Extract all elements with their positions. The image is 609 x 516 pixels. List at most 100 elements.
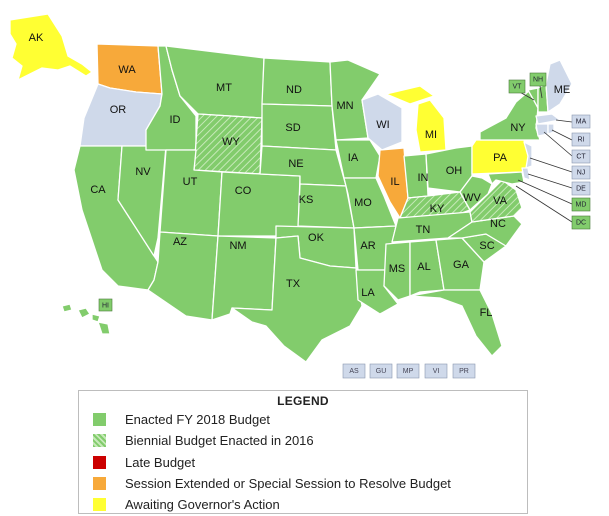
- state-box-NJ[interactable]: NJ: [571, 165, 591, 180]
- state-label-AK: AK: [29, 32, 44, 44]
- state-label-WA: WA: [118, 64, 136, 76]
- state-RI[interactable]: [547, 123, 555, 135]
- state-WI[interactable]: [361, 93, 403, 151]
- state-label-MN: MN: [336, 100, 353, 112]
- state-label-NV: NV: [135, 166, 151, 178]
- legend-label-extended: Session Extended or Special Session to R…: [125, 475, 451, 491]
- state-label-ND: ND: [286, 84, 302, 96]
- state-NJ[interactable]: [523, 141, 533, 169]
- us-states-map: AK WA OR CA NV ID MT WY UT CO AZ NM ND S…: [9, 13, 591, 379]
- legend-title: LEGEND: [277, 394, 329, 408]
- state-box-HI[interactable]: HI: [98, 298, 113, 312]
- state-label-WI: WI: [376, 119, 389, 131]
- state-label-ID: ID: [170, 114, 181, 126]
- state-label-MT: MT: [216, 82, 232, 94]
- territory-box-AS[interactable]: AS: [342, 363, 366, 379]
- state-box-label-HI: HI: [102, 302, 109, 309]
- legend-label-enacted: Enacted FY 2018 Budget: [125, 411, 271, 427]
- state-AK[interactable]: [9, 13, 93, 81]
- state-ND[interactable]: [261, 57, 333, 107]
- state-box-VT[interactable]: VT: [508, 79, 526, 94]
- state-box-CT[interactable]: CT: [571, 149, 591, 164]
- state-label-IN: IN: [418, 172, 429, 184]
- legend-swatch-late: [93, 455, 106, 469]
- state-MS[interactable]: [383, 241, 411, 301]
- state-box-DE[interactable]: DE: [571, 181, 591, 196]
- state-label-UT: UT: [183, 176, 198, 188]
- legend-swatch-biennial: [93, 433, 106, 447]
- legend-label-biennial: Biennial Budget Enacted in 2016: [125, 432, 314, 448]
- legend-label-awaiting: Awaiting Governor's Action: [125, 496, 280, 512]
- territory-box-MP[interactable]: MP: [396, 363, 420, 379]
- state-label-IA: IA: [348, 152, 359, 164]
- state-label-MS: MS: [389, 263, 406, 275]
- state-box-label-NH: NH: [533, 76, 543, 83]
- legend-label-late: Late Budget: [125, 454, 196, 470]
- state-HI[interactable]: [61, 303, 111, 335]
- state-ME[interactable]: [545, 59, 573, 113]
- state-label-CA: CA: [90, 184, 106, 196]
- state-label-AL: AL: [417, 261, 430, 273]
- state-label-PA: PA: [493, 152, 508, 164]
- legend-item-biennial: Biennial Budget Enacted in 2016: [93, 431, 314, 449]
- territory-box-PR[interactable]: PR: [452, 363, 476, 379]
- state-label-LA: LA: [361, 287, 375, 299]
- state-VA[interactable]: [469, 179, 523, 223]
- state-label-TN: TN: [416, 224, 431, 236]
- state-label-NM: NM: [229, 240, 246, 252]
- legend-swatch-awaiting: [93, 497, 106, 511]
- state-label-NC: NC: [490, 218, 506, 230]
- state-FL[interactable]: [409, 289, 503, 357]
- legend: LEGEND Enacted FY 2018 Budget Biennial B…: [78, 390, 528, 514]
- state-box-label-VT: VT: [513, 83, 523, 90]
- state-label-IL: IL: [390, 176, 399, 188]
- state-label-MI: MI: [425, 129, 437, 141]
- legend-swatch-enacted: [93, 412, 106, 426]
- state-label-OK: OK: [308, 232, 325, 244]
- territory-box-GU[interactable]: GU: [369, 363, 393, 379]
- state-label-ME: ME: [554, 84, 571, 96]
- territory-label-AS: AS: [349, 368, 359, 375]
- state-box-label-NJ: NJ: [577, 169, 586, 176]
- state-label-TX: TX: [286, 278, 301, 290]
- state-box-MD[interactable]: MD: [571, 197, 591, 212]
- state-MD[interactable]: [487, 171, 525, 185]
- state-label-KS: KS: [299, 194, 314, 206]
- state-box-label-DC: DC: [576, 219, 586, 226]
- state-label-OH: OH: [446, 165, 463, 177]
- state-box-label-MA: MA: [576, 118, 587, 125]
- state-label-FL: FL: [480, 307, 493, 319]
- state-label-AZ: AZ: [173, 236, 187, 248]
- state-box-label-CT: CT: [576, 153, 586, 160]
- state-box-label-RI: RI: [578, 136, 585, 143]
- state-KS[interactable]: [297, 183, 355, 229]
- state-label-MO: MO: [354, 197, 372, 209]
- state-label-WY: WY: [222, 136, 240, 148]
- state-box-RI[interactable]: RI: [571, 132, 591, 147]
- state-box-label-MD: MD: [576, 201, 587, 208]
- state-WV[interactable]: [459, 175, 493, 211]
- state-label-NY: NY: [510, 122, 526, 134]
- state-label-GA: GA: [453, 259, 470, 271]
- state-label-OR: OR: [110, 104, 127, 116]
- state-box-MA[interactable]: MA: [571, 114, 591, 129]
- legend-item-awaiting: Awaiting Governor's Action: [93, 495, 280, 513]
- state-label-CO: CO: [235, 185, 252, 197]
- state-label-SC: SC: [479, 240, 494, 252]
- state-box-DC[interactable]: DC: [571, 215, 591, 230]
- territory-label-PR: PR: [459, 368, 469, 375]
- state-DE[interactable]: [521, 167, 531, 181]
- territory-label-GU: GU: [376, 368, 387, 375]
- legend-item-enacted: Enacted FY 2018 Budget: [93, 410, 270, 428]
- state-box-NH[interactable]: NH: [529, 72, 547, 87]
- state-IA[interactable]: [335, 139, 381, 179]
- state-label-SD: SD: [285, 122, 300, 134]
- state-TX[interactable]: [231, 235, 363, 363]
- legend-item-late: Late Budget: [93, 453, 195, 471]
- territory-box-VI[interactable]: VI: [424, 363, 448, 379]
- state-box-label-DE: DE: [576, 185, 586, 192]
- state-label-VA: VA: [493, 195, 508, 207]
- territory-label-VI: VI: [433, 368, 440, 375]
- state-AL[interactable]: [409, 239, 445, 297]
- state-MA[interactable]: [535, 113, 561, 125]
